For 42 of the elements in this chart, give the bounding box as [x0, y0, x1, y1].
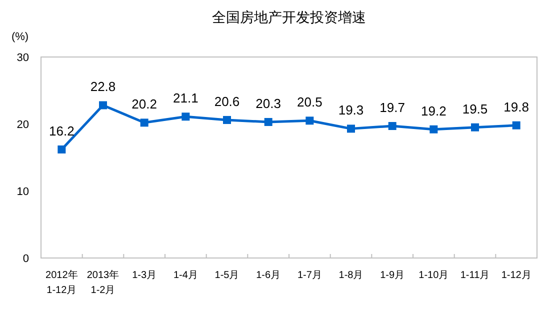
data-label: 19.7	[380, 100, 405, 116]
point	[223, 116, 231, 124]
y-tick-label: 30	[16, 52, 29, 64]
data-label: 19.5	[462, 101, 488, 116]
point	[388, 122, 396, 130]
point	[471, 123, 479, 132]
data-label: 19.8	[504, 99, 529, 114]
x-tick-label: 1-7月	[297, 270, 322, 281]
x-tick-label: 1-3月	[132, 270, 157, 281]
x-tick-label: 1-5月	[214, 270, 240, 281]
data-label: 20.6	[214, 94, 240, 109]
x-tick-label: 2012年 1-12月	[46, 269, 78, 296]
data-label: 20.2	[132, 96, 157, 112]
x-tick-label: 1-12月	[501, 270, 532, 281]
x-tick-label: 1-9月	[380, 270, 405, 281]
data-label: 19.2	[421, 103, 446, 118]
point	[430, 125, 438, 134]
y-tick-label: 10	[16, 186, 29, 198]
data-label: 20.3	[256, 96, 281, 111]
y-axis-title: (%)	[11, 31, 29, 43]
point	[512, 121, 520, 130]
x-tick-label: 1-11月	[460, 270, 490, 281]
x-tick-label: 1-8月	[338, 270, 364, 281]
point	[58, 145, 66, 154]
data-label: 22.8	[90, 79, 116, 94]
x-tick-label: 1-6月	[256, 270, 281, 281]
point	[182, 112, 190, 121]
point	[306, 116, 314, 125]
point	[140, 118, 148, 127]
y-tick-label: 0	[22, 253, 29, 265]
data-label: 19.3	[338, 102, 364, 118]
y-tick-label: 20	[16, 119, 29, 131]
x-tick-label: 1-10月	[418, 270, 449, 281]
data-label: 20.5	[297, 94, 322, 110]
point	[347, 124, 355, 133]
point	[264, 118, 272, 126]
point	[99, 101, 107, 110]
x-tick-label: 2013年 1-2月	[86, 269, 120, 296]
data-label: 16.2	[49, 123, 74, 138]
x-tick-label: 1-4月	[173, 270, 198, 281]
chart-title: 全国房地产开发投资增速	[212, 9, 366, 25]
data-label: 21.1	[173, 90, 198, 106]
